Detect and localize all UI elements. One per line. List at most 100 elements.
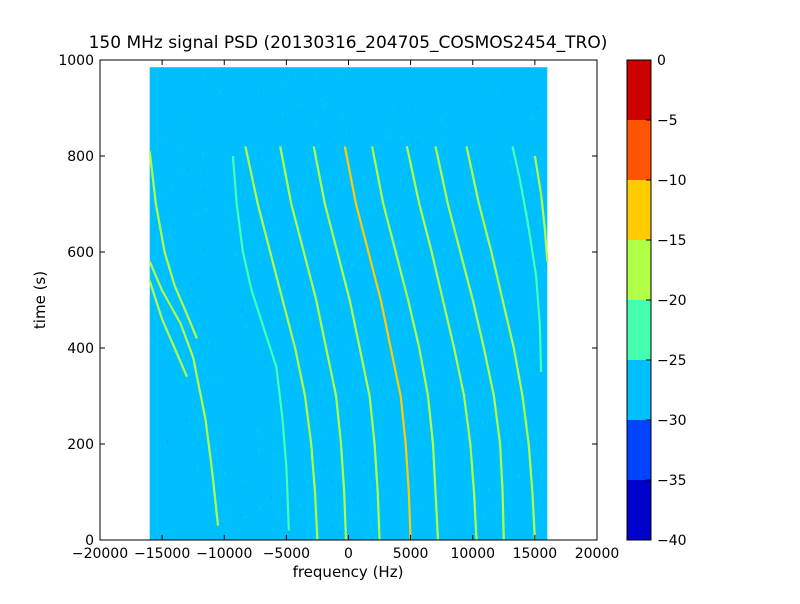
noise-speckle xyxy=(415,68,417,71)
x-tick-label: −15000 xyxy=(134,546,190,562)
signal-trace-4 xyxy=(244,146,319,540)
noise-speckle xyxy=(396,114,398,116)
noise-speckle xyxy=(418,506,420,509)
noise-speckle xyxy=(492,336,494,339)
noise-speckle xyxy=(411,103,413,106)
noise-speckle xyxy=(339,377,341,380)
noise-speckle xyxy=(536,202,538,204)
noise-speckle xyxy=(219,90,221,95)
colorbar-segment xyxy=(627,240,651,300)
y-axis-label: time (s) xyxy=(31,271,49,329)
colorbar-segment xyxy=(627,180,651,240)
noise-speckle xyxy=(204,189,206,193)
noise-speckle xyxy=(325,306,327,308)
y-tick-label: 600 xyxy=(67,245,94,261)
noise-speckle xyxy=(307,201,309,203)
noise-speckle xyxy=(389,257,391,261)
noise-speckle xyxy=(320,398,322,402)
chart-title: 150 MHz signal PSD (20130316_204705_COSM… xyxy=(89,33,608,53)
noise-speckle xyxy=(223,210,225,212)
noise-speckle xyxy=(478,418,480,422)
noise-speckle xyxy=(487,81,489,83)
noise-speckle xyxy=(366,535,368,539)
noise-speckle xyxy=(203,173,205,176)
noise-speckle xyxy=(337,320,339,324)
noise-speckle xyxy=(412,478,414,480)
noise-speckle xyxy=(333,141,335,144)
colorbar-tick-label: 0 xyxy=(657,53,666,69)
noise-speckle xyxy=(490,306,492,310)
noise-speckle xyxy=(527,210,529,215)
noise-speckle xyxy=(324,245,326,249)
noise-speckle xyxy=(241,308,243,312)
noise-speckle xyxy=(332,175,334,178)
noise-speckle xyxy=(429,320,431,322)
noise-speckle xyxy=(258,448,260,452)
noise-speckle xyxy=(464,78,466,82)
noise-speckle xyxy=(304,185,305,188)
noise-speckle xyxy=(159,140,161,144)
x-axis: −20000 −15000 −10000 −5000 0 5000 10000 15000 20… xyxy=(72,60,619,562)
noise-speckle xyxy=(286,365,288,367)
noise-speckle xyxy=(503,384,505,387)
signal-trace-9 xyxy=(511,146,543,373)
noise-speckle xyxy=(332,524,333,529)
noise-speckle xyxy=(367,223,369,225)
noise-speckle xyxy=(532,355,534,358)
noise-speckle xyxy=(197,466,199,471)
noise-speckle xyxy=(352,262,354,267)
noise-speckle xyxy=(464,131,465,134)
noise-speckle xyxy=(400,179,401,183)
y-tick-label: 1000 xyxy=(58,53,94,69)
noise-speckle xyxy=(336,275,338,278)
noise-speckle xyxy=(441,142,443,145)
noise-speckle xyxy=(339,454,341,458)
colorbar-tick-label: −20 xyxy=(657,293,687,309)
x-tick-label: 15000 xyxy=(513,546,558,562)
noise-speckle xyxy=(203,248,205,252)
noise-speckle xyxy=(350,425,352,429)
noise-speckle xyxy=(359,266,361,268)
noise-speckle xyxy=(401,136,403,141)
noise-speckle xyxy=(487,487,489,491)
noise-speckle xyxy=(240,513,242,516)
colorbar-segment xyxy=(627,120,651,180)
noise-speckle xyxy=(510,160,512,165)
noise-speckle xyxy=(222,378,224,380)
noise-speckle xyxy=(500,354,501,356)
noise-speckle xyxy=(205,207,207,211)
colorbar-segment xyxy=(627,420,651,480)
noise-speckle xyxy=(197,277,199,282)
noise-speckle xyxy=(518,474,520,478)
noise-speckle xyxy=(408,172,410,177)
noise-speckle xyxy=(190,281,192,285)
noise-speckle xyxy=(224,522,226,525)
noise-speckle xyxy=(538,532,540,535)
noise-speckle xyxy=(462,199,464,203)
noise-speckle xyxy=(455,380,456,384)
noise-speckle xyxy=(397,187,399,190)
noise-speckle xyxy=(434,369,436,372)
noise-speckle xyxy=(266,125,268,128)
noise-speckle xyxy=(202,152,204,157)
noise-speckle xyxy=(151,529,153,533)
psd-data-field xyxy=(149,67,548,540)
noise-speckle xyxy=(353,495,355,499)
signal-trace-11 xyxy=(148,280,189,378)
noise-speckle xyxy=(466,394,468,396)
noise-speckle xyxy=(267,164,269,166)
noise-speckle xyxy=(217,431,219,435)
noise-speckle xyxy=(264,360,266,363)
noise-speckle xyxy=(517,258,519,262)
noise-speckle xyxy=(170,233,171,236)
noise-speckle xyxy=(257,429,259,434)
noise-speckle xyxy=(344,261,345,264)
x-tick-label: 10000 xyxy=(450,546,495,562)
noise-speckle xyxy=(468,262,470,264)
noise-speckle xyxy=(382,379,384,383)
noise-speckle xyxy=(175,235,177,238)
noise-speckle xyxy=(370,310,371,315)
noise-speckle xyxy=(331,328,333,333)
noise-speckle xyxy=(182,135,184,137)
